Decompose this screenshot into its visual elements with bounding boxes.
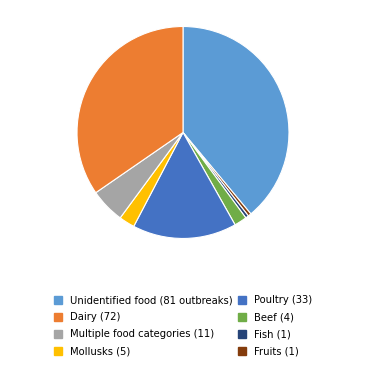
Wedge shape	[183, 26, 289, 214]
Wedge shape	[134, 132, 235, 238]
Wedge shape	[77, 26, 183, 193]
Legend: Unidentified food (81 outbreaks), Dairy (72), Multiple food categories (11), Mol: Unidentified food (81 outbreaks), Dairy …	[50, 291, 316, 360]
Wedge shape	[183, 132, 251, 216]
Wedge shape	[120, 132, 183, 226]
Wedge shape	[183, 132, 246, 225]
Wedge shape	[183, 132, 249, 218]
Wedge shape	[96, 132, 183, 218]
